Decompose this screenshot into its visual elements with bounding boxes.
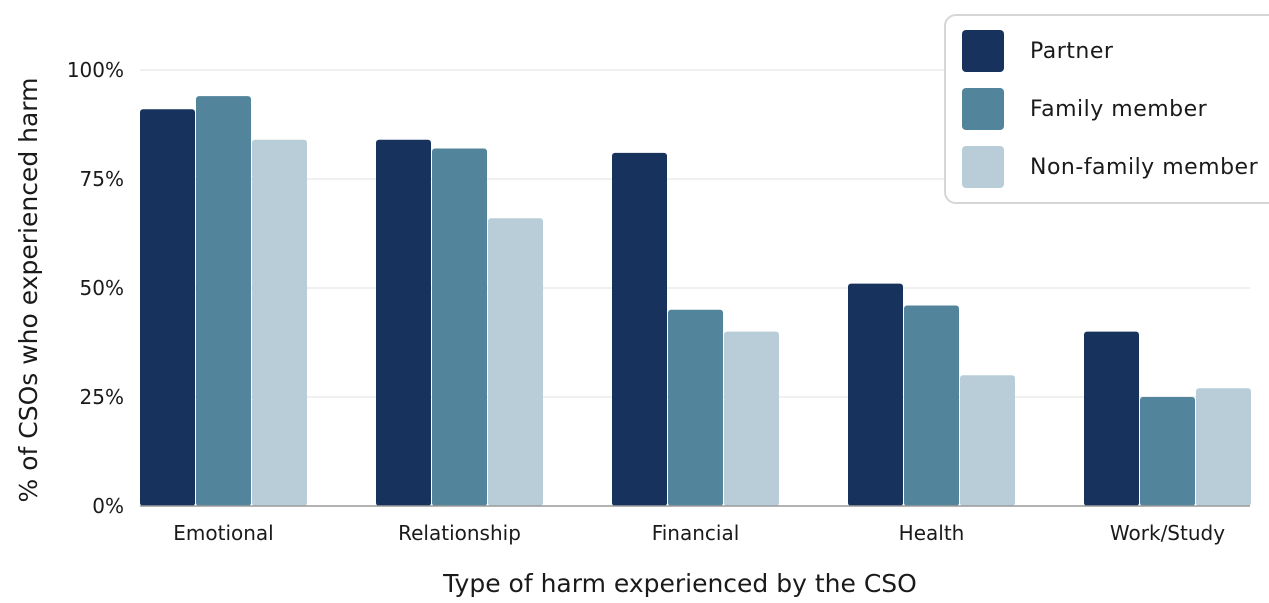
- bar-health-non-family-member: [960, 375, 1015, 506]
- y-tick-labels: 0% 25% 50% 75% 100%: [67, 58, 124, 518]
- legend-label-partner: Partner: [1030, 39, 1113, 64]
- bar-health-partner: [848, 284, 903, 506]
- legend-item-partner: Partner: [962, 30, 1113, 72]
- bar-health-family-member: [904, 305, 959, 506]
- legend-item-non-family-member: Non-family member: [962, 146, 1258, 188]
- bar-financial-family-member: [668, 310, 723, 506]
- bar-work-study-non-family-member: [1196, 388, 1251, 506]
- bar-emotional-non-family-member: [252, 140, 307, 506]
- bar-relationship-partner: [376, 140, 431, 506]
- bar-emotional-family-member: [196, 96, 251, 506]
- legend-label-family-member: Family member: [1030, 97, 1207, 122]
- bar-financial-non-family-member: [724, 332, 779, 506]
- y-tick-label: 75%: [80, 167, 124, 191]
- x-tick-label: Health: [899, 521, 965, 545]
- x-tick-label: Financial: [652, 521, 740, 545]
- bar-relationship-family-member: [432, 148, 487, 506]
- legend-label-non-family-member: Non-family member: [1030, 155, 1258, 180]
- y-tick-label: 0%: [92, 494, 124, 518]
- legend-item-family-member: Family member: [962, 88, 1207, 130]
- legend-swatch-partner: [962, 30, 1004, 72]
- bar-financial-partner: [612, 153, 667, 506]
- x-tick-labels: Emotional Relationship Financial Health Work…: [173, 521, 1225, 545]
- bar-work-study-partner: [1084, 332, 1139, 506]
- bar-relationship-non-family-member: [488, 218, 543, 506]
- x-tick-label: Emotional: [173, 521, 273, 545]
- legend: Partner Family member Non-family member: [944, 14, 1269, 204]
- y-axis-label: % of CSOs who experienced harm: [14, 78, 43, 503]
- x-tick-label: Work/Study: [1110, 521, 1225, 545]
- y-tick-label: 100%: [67, 58, 124, 82]
- legend-swatch-family-member: [962, 88, 1004, 130]
- y-tick-label: 50%: [80, 276, 124, 300]
- x-tick-label: Relationship: [398, 521, 521, 545]
- bar-work-study-family-member: [1140, 397, 1195, 506]
- x-axis-label: Type of harm experienced by the CSO: [442, 569, 917, 598]
- bar-emotional-partner: [140, 109, 195, 506]
- legend-swatch-non-family-member: [962, 146, 1004, 188]
- y-tick-label: 25%: [80, 385, 124, 409]
